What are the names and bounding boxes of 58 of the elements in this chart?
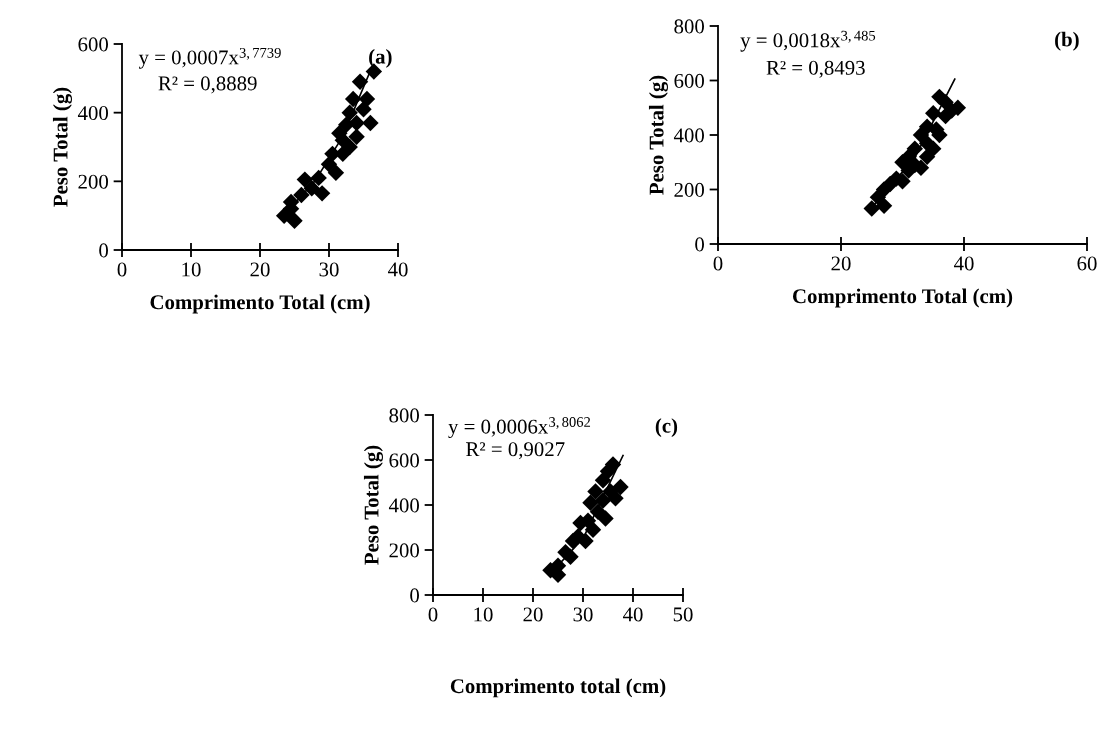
x-tick-label: 10 [182, 262, 201, 277]
point [348, 128, 365, 145]
x-tick-label: 20 [831, 256, 851, 271]
x-axis-title: Comprimento total (cm) [450, 678, 666, 698]
y-tick-label: 800 [389, 408, 420, 423]
x-tick-label: 0 [117, 262, 127, 277]
x-tick-label: 40 [953, 256, 974, 271]
annotation: (c) [655, 418, 678, 438]
x-tick-label: 30 [573, 607, 593, 622]
annotation: y = 0,0007x$^{3,7739}$ [138, 47, 281, 69]
y-axis-title: Peso Total (g) [363, 445, 383, 565]
x-tick-label: 20 [250, 262, 270, 277]
point [582, 494, 599, 511]
annotation: y = 0,0018x$^{3,485}$ [740, 30, 876, 52]
annotation: R² = 0,9027 [466, 442, 565, 460]
point [351, 73, 369, 90]
y-tick-label: 0 [695, 237, 705, 252]
y-tick-label: 600 [78, 37, 109, 52]
y-tick-label: 400 [388, 498, 420, 513]
point [918, 148, 936, 166]
point [587, 483, 604, 500]
y-tick-label: 400 [673, 128, 705, 143]
y-tick-label: 200 [674, 182, 705, 197]
annotation: (a) [369, 48, 392, 68]
annotation: (b) [1055, 31, 1079, 51]
annotation: R² = 0,8889 [158, 76, 257, 94]
y-tick-label: 600 [674, 73, 705, 88]
x-tick-label: 20 [523, 607, 543, 622]
point [597, 510, 614, 527]
y-tick-label: 0 [410, 588, 420, 603]
point [286, 212, 303, 230]
x-tick-label: 30 [319, 262, 339, 277]
x-tick-label: 40 [387, 262, 408, 277]
x-tick-label: 10 [474, 607, 493, 622]
point [362, 114, 379, 132]
point [327, 164, 345, 181]
point [358, 90, 376, 108]
y-tick-label: 0 [99, 243, 109, 258]
y-tick-label: 200 [389, 543, 420, 558]
annotation: y = 0,0006x$^{3,8062}$ [448, 417, 591, 438]
y-tick-label: 200 [78, 174, 109, 189]
y-axis-title: Peso Total (g) [52, 87, 72, 207]
y-axis-title: Peso Total (g) [648, 75, 668, 195]
y-tick-label: 400 [77, 106, 109, 121]
point [313, 185, 331, 202]
x-tick-label: 50 [673, 607, 693, 622]
y-tick-label: 600 [389, 453, 420, 468]
x-axis-title: Comprimento Total (cm) [150, 294, 370, 314]
annotation: R² = 0,8493 [766, 60, 865, 78]
x-tick-label: 0 [428, 607, 438, 622]
point [607, 490, 624, 507]
point [875, 197, 893, 215]
x-tick-label: 40 [622, 607, 643, 622]
y-tick-label: 800 [674, 19, 705, 34]
x-tick-label: 0 [713, 256, 723, 271]
x-axis-title: Comprimento Total (cm) [792, 288, 1013, 308]
point [612, 478, 629, 496]
x-tick-label: 60 [1077, 256, 1097, 271]
